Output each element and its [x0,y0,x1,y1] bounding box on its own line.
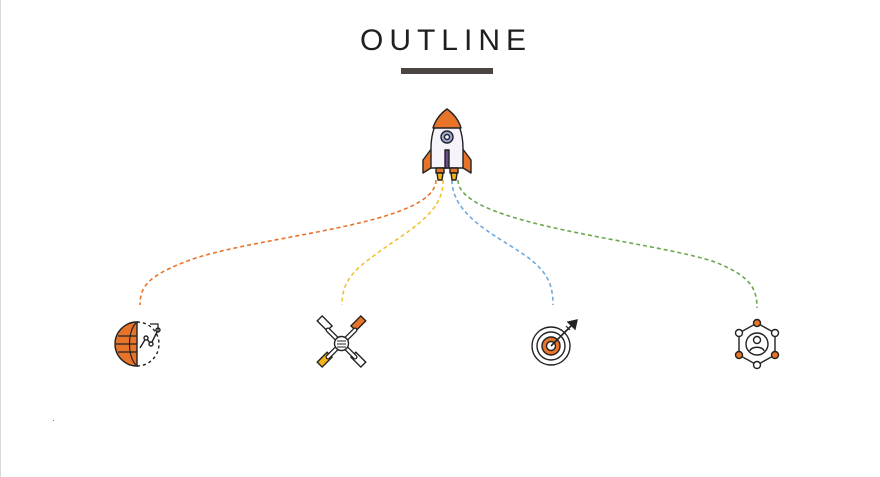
connector-green [457,179,758,309]
title-underline [401,68,493,74]
connector-yellow [341,179,444,306]
page-title: OUTLINE [359,24,533,57]
target-arrow-icon [531,319,578,366]
connector-blue [451,179,554,306]
user-network-icon [734,318,780,370]
globe-analytics-icon [114,321,161,367]
connector-orange [139,179,437,306]
teamwork-hands-icon [316,314,367,369]
stray-dot [53,420,54,421]
rocket-icon [422,108,472,181]
slide-left-edge [0,0,1,477]
